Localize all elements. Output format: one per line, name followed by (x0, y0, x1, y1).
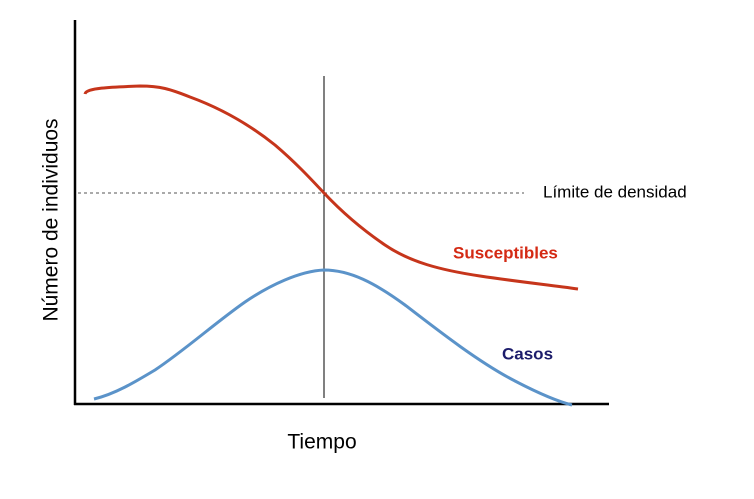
y-axis-label: Número de individuos (40, 118, 63, 321)
casos-label: Casos (502, 344, 553, 363)
susceptibles-curve (83, 84, 579, 291)
casos-curve (93, 268, 573, 407)
susceptibles-label: Susceptibles (453, 243, 558, 262)
x-axis-label: Tiempo (287, 431, 356, 454)
threshold-label: Límite de densidad (543, 182, 687, 201)
